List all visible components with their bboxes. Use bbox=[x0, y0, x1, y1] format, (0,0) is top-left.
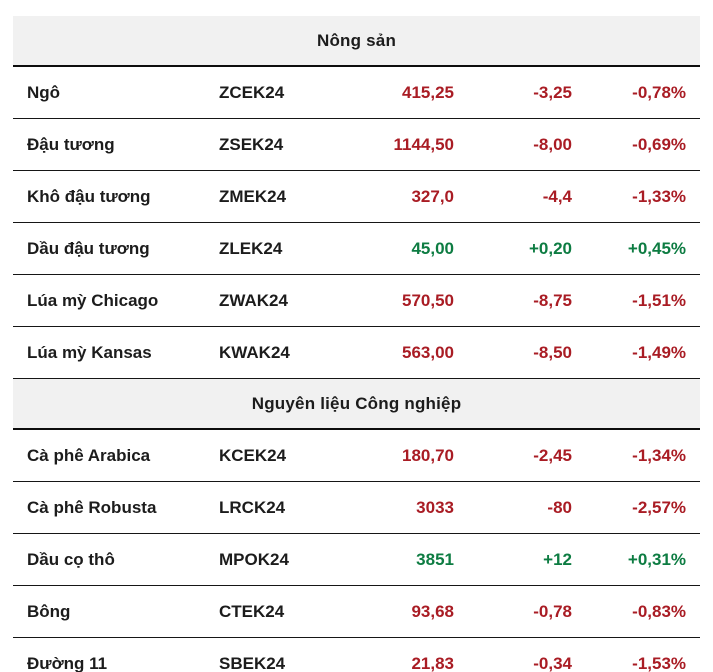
change-percent: -1,34% bbox=[573, 429, 701, 482]
commodity-name: Đậu tương bbox=[13, 118, 218, 171]
price-value: 563,00 bbox=[313, 326, 455, 379]
change-percent: -1,33% bbox=[573, 170, 701, 223]
table-row: Cà phê Arabica KCEK24 180,70 -2,45 -1,34… bbox=[13, 429, 701, 482]
change-value: -4,4 bbox=[455, 170, 573, 223]
table-row: Đậu tương ZSEK24 1144,50 -8,00 -0,69% bbox=[13, 118, 701, 171]
change-value: -0,78 bbox=[455, 585, 573, 638]
price-value: 180,70 bbox=[313, 429, 455, 482]
price-value: 570,50 bbox=[313, 274, 455, 327]
change-percent: -0,83% bbox=[573, 585, 701, 638]
commodity-name: Đường 11 bbox=[27, 653, 108, 672]
change-percent: -0,69% bbox=[573, 118, 701, 171]
price-value: 3851 bbox=[313, 533, 455, 586]
price-value: 21,83 bbox=[411, 653, 454, 672]
change-value: -8,00 bbox=[455, 118, 573, 171]
change-percent: -0,78% bbox=[573, 66, 701, 119]
commodity-name: Bông bbox=[13, 585, 218, 638]
commodity-name: Lúa mỳ Chicago bbox=[13, 274, 218, 327]
change-value: -8,75 bbox=[455, 274, 573, 327]
table-row: Dầu đậu tương ZLEK24 45,00 +0,20 +0,45% bbox=[13, 222, 701, 275]
change-value: -80 bbox=[455, 481, 573, 534]
table-row: Lúa mỳ Kansas KWAK24 563,00 -8,50 -1,49% bbox=[13, 326, 701, 379]
contract-code: KWAK24 bbox=[218, 326, 313, 379]
commodity-name: Cà phê Robusta bbox=[13, 481, 218, 534]
contract-code: ZLEK24 bbox=[218, 222, 313, 275]
change-percent: +0,45% bbox=[573, 222, 701, 275]
contract-code: MPOK24 bbox=[218, 533, 313, 586]
change-percent: -1,53% bbox=[632, 653, 687, 672]
price-value: 1144,50 bbox=[313, 118, 455, 171]
change-percent: -1,49% bbox=[573, 326, 701, 379]
table-row: Dầu cọ thô MPOK24 3851 +12 +0,31% bbox=[13, 533, 701, 586]
change-value: -0,34 bbox=[533, 653, 572, 672]
change-value: -2,45 bbox=[455, 429, 573, 482]
table-row: Lúa mỳ Chicago ZWAK24 570,50 -8,75 -1,51… bbox=[13, 274, 701, 327]
contract-code: LRCK24 bbox=[218, 481, 313, 534]
contract-code: ZCEK24 bbox=[218, 66, 313, 119]
commodity-name: Cà phê Arabica bbox=[13, 429, 218, 482]
table-row: Khô đậu tương ZMEK24 327,0 -4,4 -1,33% bbox=[13, 170, 701, 223]
contract-code: ZSEK24 bbox=[218, 118, 313, 171]
commodity-name: Ngô bbox=[13, 66, 218, 119]
change-value: +12 bbox=[455, 533, 573, 586]
contract-code: ZMEK24 bbox=[218, 170, 313, 223]
section-header-industrial: Nguyên liệu Công nghiệp bbox=[13, 378, 701, 430]
price-value: 3033 bbox=[313, 481, 455, 534]
contract-code: ZWAK24 bbox=[218, 274, 313, 327]
commodity-name: Khô đậu tương bbox=[13, 170, 218, 223]
price-value: 45,00 bbox=[313, 222, 455, 275]
table-row: Bông CTEK24 93,68 -0,78 -0,83% bbox=[13, 585, 701, 638]
price-value: 415,25 bbox=[313, 66, 455, 119]
section-header-agriculture: Nông sản bbox=[13, 16, 701, 67]
change-percent: -1,51% bbox=[573, 274, 701, 327]
table-row: Cà phê Robusta LRCK24 3033 -80 -2,57% bbox=[13, 481, 701, 534]
change-percent: +0,31% bbox=[573, 533, 701, 586]
price-table: Nông sản Ngô ZCEK24 415,25 -3,25 -0,78% … bbox=[13, 16, 701, 672]
change-percent: -2,57% bbox=[573, 481, 701, 534]
change-value: +0,20 bbox=[455, 222, 573, 275]
contract-code: KCEK24 bbox=[218, 429, 313, 482]
change-value: -3,25 bbox=[455, 66, 573, 119]
contract-code: CTEK24 bbox=[218, 585, 313, 638]
commodity-name: Dầu đậu tương bbox=[13, 222, 218, 275]
price-value: 327,0 bbox=[313, 170, 455, 223]
price-value: 93,68 bbox=[313, 585, 455, 638]
contract-code: SBEK24 bbox=[219, 653, 286, 672]
section-row: Nông sản bbox=[13, 16, 701, 67]
commodity-name: Lúa mỳ Kansas bbox=[13, 326, 218, 379]
commodity-name: Dầu cọ thô bbox=[13, 533, 218, 586]
change-value: -8,50 bbox=[455, 326, 573, 379]
commodity-price-board: Nông sản Ngô ZCEK24 415,25 -3,25 -0,78% … bbox=[13, 16, 701, 672]
table-row: Đường 11 SBEK24 21,83 -0,34 -1,53% bbox=[13, 638, 700, 672]
table-row: Ngô ZCEK24 415,25 -3,25 -0,78% bbox=[13, 66, 701, 119]
section-row: Nguyên liệu Công nghiệp bbox=[13, 378, 701, 430]
